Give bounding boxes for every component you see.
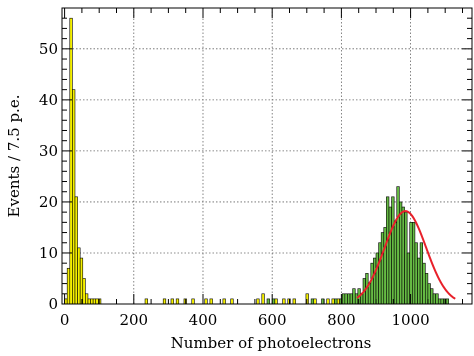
- histogram-bin: [223, 299, 226, 304]
- signal-histogram: [267, 187, 449, 304]
- histogram-bin: [176, 299, 179, 304]
- histogram-bin: [441, 299, 444, 304]
- histogram-bin: [93, 299, 96, 304]
- histogram-bin: [430, 289, 433, 304]
- histogram-bin: [410, 222, 413, 304]
- y-tick-label: 20: [39, 193, 58, 211]
- histogram-bin: [210, 299, 213, 304]
- histogram-bin: [423, 263, 426, 304]
- x-tick-label: 400: [189, 311, 218, 329]
- histogram-bin: [394, 222, 397, 304]
- histogram-bin: [420, 243, 423, 304]
- histogram-bin: [342, 294, 345, 304]
- histogram-bin: [386, 197, 389, 304]
- histogram-bin: [384, 227, 387, 304]
- histogram-bin: [347, 294, 350, 304]
- y-tick-label: 50: [39, 40, 58, 58]
- histogram-bin: [407, 253, 410, 304]
- histogram-bin: [397, 187, 400, 304]
- y-tick-label: 30: [39, 142, 58, 160]
- histogram-bin: [262, 294, 265, 304]
- histogram-bin: [376, 253, 379, 304]
- histogram-bin: [332, 299, 335, 304]
- histogram-bin: [91, 299, 94, 304]
- histogram-bin: [368, 284, 371, 304]
- histogram-bin: [345, 294, 348, 304]
- histogram-bin: [371, 263, 374, 304]
- x-axis-title: Number of photoelectrons: [171, 334, 372, 352]
- histogram-bin: [438, 299, 441, 304]
- histogram-bin: [96, 299, 99, 304]
- histogram-bin: [381, 233, 384, 304]
- histogram-bin: [192, 299, 195, 304]
- histogram-bin: [418, 258, 421, 304]
- y-tick-label: 40: [39, 91, 58, 109]
- histogram-bin: [80, 258, 83, 304]
- histogram-bin: [405, 212, 408, 304]
- histogram-bin: [267, 299, 270, 304]
- histogram-bin: [231, 299, 234, 304]
- x-tick-label: 0: [60, 311, 70, 329]
- x-tick-label: 600: [258, 311, 287, 329]
- histogram-bin: [415, 243, 418, 304]
- histogram-bin: [446, 299, 449, 304]
- histogram-bin: [83, 278, 86, 304]
- histogram-bin: [334, 299, 337, 304]
- histogram-bin: [293, 299, 296, 304]
- histogram-bin: [436, 294, 439, 304]
- histogram-bin: [314, 299, 317, 304]
- histogram-bin: [88, 299, 91, 304]
- histogram-bin: [145, 299, 148, 304]
- histogram-bin: [75, 197, 78, 304]
- histogram-bin: [402, 207, 405, 304]
- histogram-bin: [353, 289, 356, 304]
- histogram-bin: [311, 299, 314, 304]
- histogram-bin: [85, 294, 88, 304]
- histogram-bin: [373, 258, 376, 304]
- pedestal-histogram: [65, 18, 340, 304]
- y-tick-label: 0: [48, 295, 58, 313]
- y-axis-title: Events / 7.5 p.e.: [5, 95, 23, 218]
- histogram-bin: [171, 299, 174, 304]
- y-tick-label: 10: [39, 244, 58, 262]
- x-tick-label: 200: [119, 311, 148, 329]
- histogram-bin: [337, 299, 340, 304]
- histogram-bin: [389, 207, 392, 304]
- y-tick-labels: 0 10 20 30 40 50: [39, 40, 58, 313]
- histogram-bin: [327, 299, 330, 304]
- histogram-bin: [399, 202, 402, 304]
- histogram-bin: [67, 268, 70, 304]
- histogram-bin: [283, 299, 286, 304]
- histogram-bin: [163, 299, 166, 304]
- histogram-bin: [412, 222, 415, 304]
- histogram-bin: [392, 197, 395, 304]
- histogram-bin: [70, 18, 73, 304]
- histogram-bin: [78, 248, 81, 304]
- histogram-bin: [350, 294, 353, 304]
- histogram-bin: [379, 243, 382, 304]
- x-tick-label: 1000: [391, 311, 429, 329]
- histogram-bin: [275, 299, 278, 304]
- histogram-bin: [355, 294, 358, 304]
- x-tick-label: 800: [327, 311, 356, 329]
- histogram-bin: [72, 90, 75, 304]
- histogram-bin: [433, 294, 436, 304]
- histogram-bin: [205, 299, 208, 304]
- x-tick-labels: 0 200 400 600 800 1000: [60, 311, 430, 329]
- histogram-bin: [257, 299, 260, 304]
